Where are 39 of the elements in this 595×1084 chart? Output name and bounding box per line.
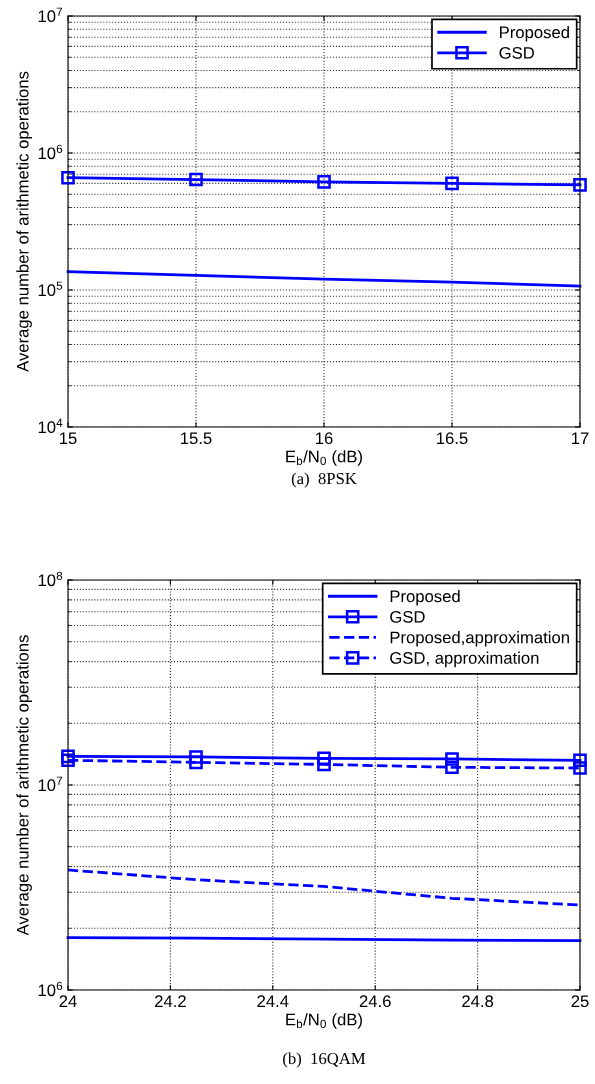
point [573,761,587,775]
y-tick-label: 10$^{8}$ [38,571,63,587]
y-tick-label: 10$^{7}$ [38,776,63,792]
legend-label: Proposed,approximation [390,631,569,647]
point [61,749,75,764]
point [61,753,75,768]
point [445,752,459,766]
y-tick-label: 10$^{6}$ [38,144,63,160]
x-tick-label: 16 [316,432,333,445]
x-tick-label: 15.5 [181,432,212,445]
x-axis-title: E$_{b}$/N$_{0}$ (dB) [286,450,362,466]
line-series [66,270,582,288]
y-tick-label: 10$^{4}$ [38,418,63,434]
x-tick-label: 16.5 [437,432,468,445]
legend-label: Proposed [500,26,569,42]
text: (b) 16QAM [283,1052,366,1068]
point [573,753,587,768]
x-tick-label: 24.4 [257,995,289,1007]
point [445,760,459,775]
point [189,755,203,770]
point [317,757,331,772]
x-tick-label: 24.8 [462,995,494,1008]
y-axis-title: Average number of arithmetic operations [16,71,32,372]
x-tick-label: 15 [60,432,77,445]
y-tick-label: 10$^{7}$ [38,7,63,23]
legend-label: GSD [390,610,425,623]
point [189,750,203,764]
x-tick-label: 24 [59,995,77,1007]
x-tick-label: 24.2 [155,995,186,1007]
y-tick-label: 10$^{5}$ [38,281,63,297]
legend-label: Proposed [390,590,460,606]
x-tick-label: 17 [572,432,589,444]
x-tick-label: 25 [571,995,589,1008]
x-tick-label: 24.6 [359,995,391,1008]
x-axis-title: E$_{b}$/N$_{0}$ (dB) [286,1013,362,1029]
y-axis-title: Average number of arithmetic operations [16,635,32,936]
text: (a) 8PSK [291,472,357,488]
legend-label: GSD, approximation [390,651,539,668]
legend-label: GSD [499,46,534,59]
